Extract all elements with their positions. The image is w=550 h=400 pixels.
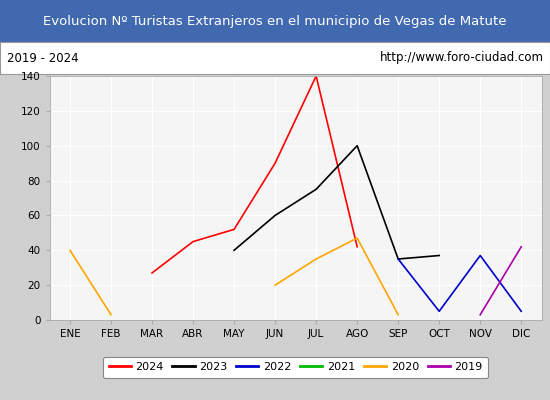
2023 (231, 248, 238, 253)
2022 (395, 257, 402, 262)
2023 (272, 213, 278, 218)
2022 (436, 309, 443, 314)
2020 (67, 248, 73, 253)
Line: 2024: 2024 (152, 76, 357, 273)
2024 (148, 270, 155, 275)
2023 (313, 187, 320, 192)
2024 (190, 239, 196, 244)
2023 (395, 257, 402, 262)
2024 (272, 161, 278, 166)
2023 (354, 143, 360, 148)
Line: 2020: 2020 (70, 250, 111, 315)
Legend: 2024, 2023, 2022, 2021, 2020, 2019: 2024, 2023, 2022, 2021, 2020, 2019 (103, 357, 488, 378)
2022 (518, 309, 525, 314)
Line: 2022: 2022 (398, 256, 521, 311)
Text: 2019 - 2024: 2019 - 2024 (7, 52, 78, 64)
2024 (354, 244, 360, 249)
2023 (436, 253, 443, 258)
2024 (231, 227, 238, 232)
Line: 2023: 2023 (234, 146, 439, 259)
2024 (313, 74, 320, 78)
Text: Evolucion Nº Turistas Extranjeros en el municipio de Vegas de Matute: Evolucion Nº Turistas Extranjeros en el … (43, 14, 507, 28)
2020 (108, 312, 114, 317)
Text: http://www.foro-ciudad.com: http://www.foro-ciudad.com (379, 52, 543, 64)
2022 (477, 253, 483, 258)
